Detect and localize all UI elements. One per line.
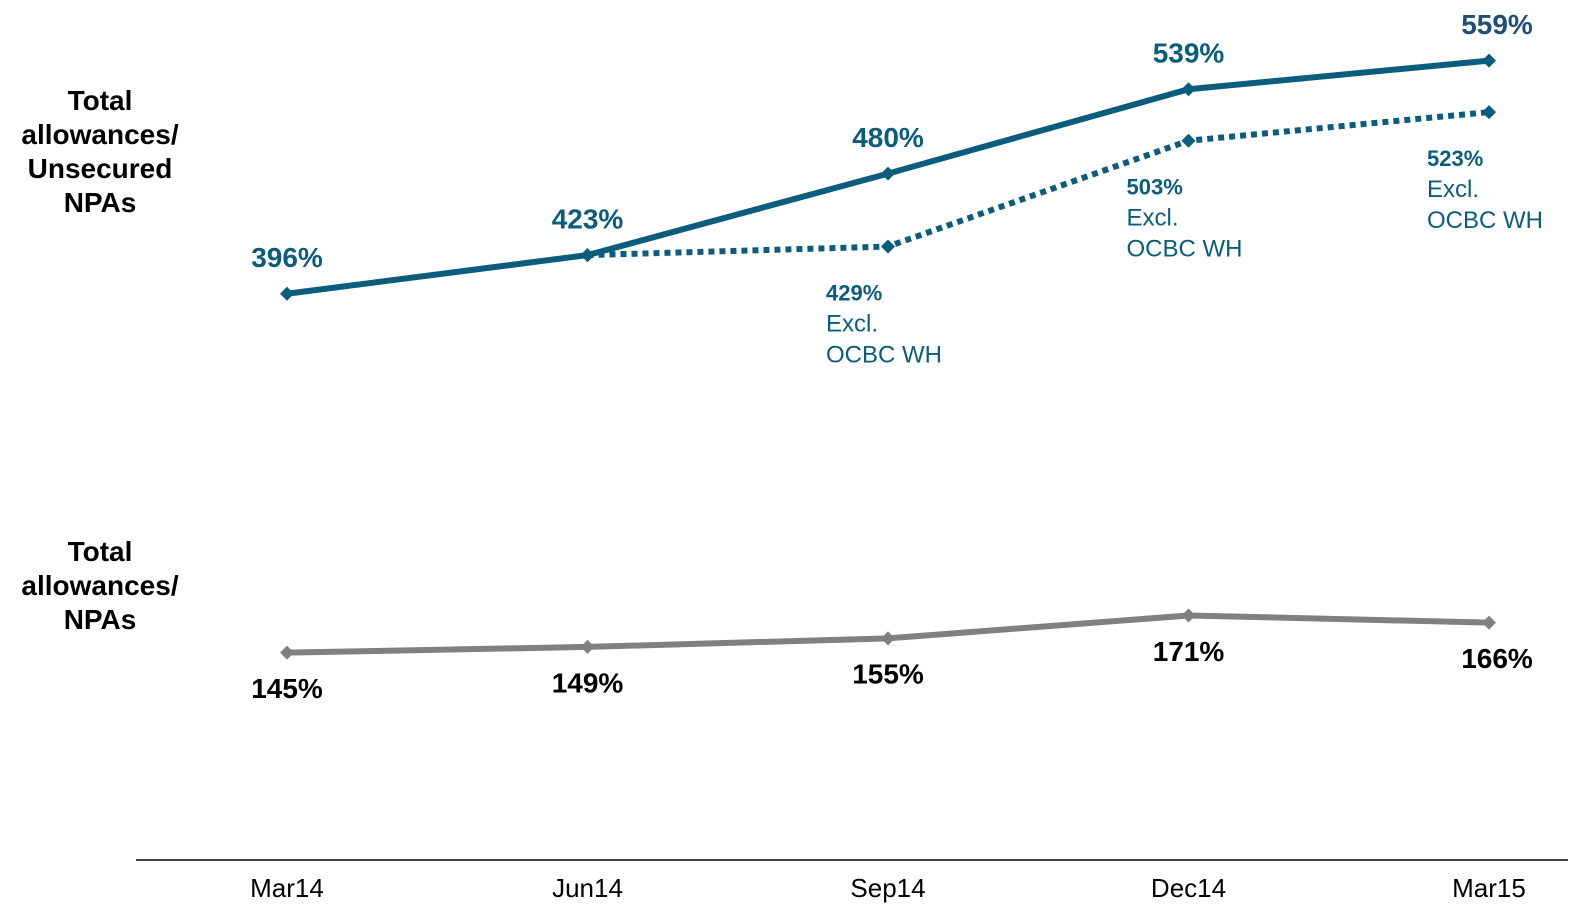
point-marker (280, 645, 294, 660)
data-label: 423% (552, 204, 624, 235)
annotation: Excl. OCBC WH (826, 311, 942, 369)
point-marker (881, 631, 895, 646)
data-label: 155% (852, 659, 924, 690)
x-tick-label: Mar15 (1452, 873, 1526, 903)
annotation: Excl. OCBC WH (1427, 176, 1543, 234)
series-line (587, 109, 1490, 259)
series-name: Total allowances/NPAs (21, 536, 178, 635)
data-label: 523% (1427, 146, 1483, 171)
series-name: Total allowances/Unsecured NPAs (21, 85, 178, 218)
data-label: 539% (1153, 38, 1225, 69)
data-label: 396% (251, 242, 323, 273)
point-marker (881, 166, 895, 181)
x-tick-label: Dec14 (1151, 873, 1226, 903)
data-label: 480% (852, 122, 924, 153)
data-label: 429% (826, 280, 882, 305)
data-label: 503% (1127, 175, 1183, 200)
point-marker (280, 286, 294, 301)
data-label: 145% (251, 673, 323, 704)
x-tick-label: Jun14 (552, 873, 623, 903)
annotation: Excl. OCBC WH (1127, 205, 1243, 263)
x-tick-label: Mar14 (250, 873, 324, 903)
point-marker (1482, 105, 1496, 120)
point-marker (1181, 82, 1196, 97)
data-label: 171% (1153, 636, 1225, 667)
point-marker (580, 639, 595, 654)
data-label: 149% (552, 667, 624, 698)
data-label: 559% (1461, 9, 1533, 40)
point-marker (1482, 53, 1496, 68)
point-marker (881, 239, 895, 254)
point-marker (580, 248, 595, 263)
data-label: 166% (1461, 643, 1533, 674)
x-tick-label: Sep14 (850, 873, 925, 903)
point-marker (1181, 133, 1196, 148)
point-marker (1482, 615, 1496, 630)
point-marker (1181, 608, 1196, 623)
